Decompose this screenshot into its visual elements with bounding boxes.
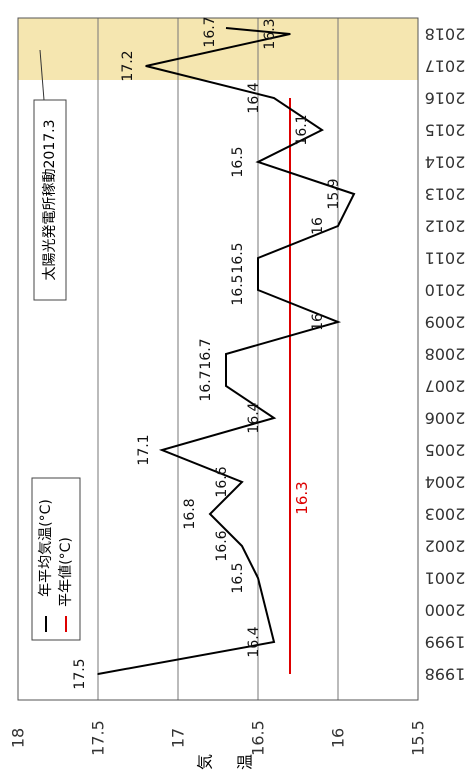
x-tick-label: 2017	[425, 57, 466, 76]
annotation-box	[33, 99, 67, 301]
temperature-line-extension	[225, 27, 291, 35]
temperature-point	[273, 641, 275, 643]
x-tick-label: 2016	[425, 89, 466, 108]
temperature-point	[273, 97, 275, 99]
temperature-point	[337, 225, 339, 227]
temperature-value-label: 16.5	[230, 274, 246, 305]
y-tick-label: 16	[329, 728, 348, 748]
temperature-point	[225, 353, 227, 355]
legend-box	[31, 477, 81, 641]
y-ticks: 18 17.5 17 16.5 16 15.5	[9, 720, 428, 756]
temperature-value-label: 16.7	[198, 370, 214, 401]
x-tick-label: 2010	[425, 281, 466, 300]
temperature-value-label: 16.6	[214, 530, 230, 561]
x-tick-label: 2005	[425, 441, 466, 460]
average-series: 16.3	[289, 98, 311, 674]
temperature-value-label: 15.9	[326, 178, 342, 209]
x-tick-label: 2002	[425, 537, 466, 556]
x-tick-label: 2014	[425, 153, 466, 172]
temperature-value-label: 16.3	[262, 18, 278, 49]
temperature-point	[265, 609, 267, 611]
y-tick-label: 18	[9, 728, 28, 748]
temperature-value-label: 16.4	[246, 82, 262, 113]
x-tick-label: 2004	[425, 473, 466, 492]
legend-label-average: 平年値(°C)	[58, 537, 74, 607]
x-tick-label: 2013	[425, 185, 466, 204]
temperature-value-label: 16.8	[182, 498, 198, 529]
x-tick-label: 2007	[425, 377, 466, 396]
average-value-label: 16.3	[293, 481, 311, 514]
x-tick-label: 1998	[425, 665, 466, 684]
x-tick-label: 1999	[425, 633, 466, 652]
temperature-value-label: 16.4	[246, 402, 262, 433]
temperature-point	[241, 481, 243, 483]
temperature-point	[289, 33, 291, 35]
temperature-value-label: 16.6	[214, 466, 230, 497]
y-tick-label: 17	[169, 728, 188, 748]
annotation-text: 太陽光発電所稼動2017.3	[42, 120, 58, 281]
temperature-point	[257, 257, 259, 259]
temperature-point	[241, 545, 243, 547]
temperature-value-label: 16.7	[202, 16, 218, 47]
temperature-value-label: 17.1	[136, 434, 152, 465]
temperature-value-label: 16.7	[198, 338, 214, 369]
annotation-pointer	[39, 49, 45, 101]
temperature-point	[257, 577, 259, 579]
x-tick-label: 2012	[425, 217, 466, 236]
temperature-value-label: 17.5	[72, 658, 88, 689]
x-tick-label: 2009	[425, 313, 466, 332]
y-tick-label: 16.5	[249, 720, 268, 756]
temperature-value-label: 16.4	[246, 626, 262, 657]
x-tick-label: 2003	[425, 505, 466, 524]
y-axis-label-char: 気	[196, 754, 215, 770]
x-tick-label: 2011	[425, 249, 466, 268]
legend-label-temperature: 年平均気温(°C)	[38, 499, 54, 597]
temperature-point	[97, 673, 99, 675]
y-axis-label-char: 温	[236, 754, 255, 770]
temperature-point	[257, 161, 259, 163]
temperature-point	[225, 385, 227, 387]
temperature-point	[145, 65, 147, 67]
temperature-series: 17.516.416.516.616.816.617.116.416.716.7…	[72, 16, 356, 690]
temperature-value-label: 16	[310, 313, 326, 331]
x-tick-label: 2006	[425, 409, 466, 428]
temperature-point	[337, 321, 339, 323]
temperature-value-label: 16	[310, 217, 326, 235]
x-tick-label: 2001	[425, 569, 466, 588]
legend: 年平均気温(°C) 平年値(°C)	[31, 477, 81, 641]
x-tick-label: 2000	[425, 601, 466, 620]
temperature-point	[321, 129, 323, 131]
x-tick-label: 2008	[425, 345, 466, 364]
temperature-point	[161, 449, 163, 451]
temperature-value-label: 16.5	[230, 146, 246, 177]
annotation-group: 太陽光発電所稼動2017.3	[33, 49, 67, 301]
temperature-point	[257, 289, 259, 291]
x-ticks: 1998 1999 2000 2001 2002 2003 2004 2005 2006 2007…	[425, 25, 466, 684]
x-tick-label: 2015	[425, 121, 466, 140]
temperature-point	[273, 417, 275, 419]
temperature-value-label: 16.5	[230, 242, 246, 273]
temperature-value-label: 16.5	[230, 562, 246, 593]
y-axis-label-group: 気温	[196, 754, 255, 770]
y-tick-label: 17.5	[89, 720, 108, 756]
temperature-point	[353, 193, 355, 195]
y-tick-label: 15.5	[409, 720, 428, 756]
x-tick-label: 2018	[425, 25, 466, 44]
temperature-point	[209, 513, 211, 515]
temperature-value-label: 16.1	[294, 114, 310, 145]
temperature-value-label: 17.2	[120, 50, 136, 81]
plot-frame	[17, 17, 419, 701]
